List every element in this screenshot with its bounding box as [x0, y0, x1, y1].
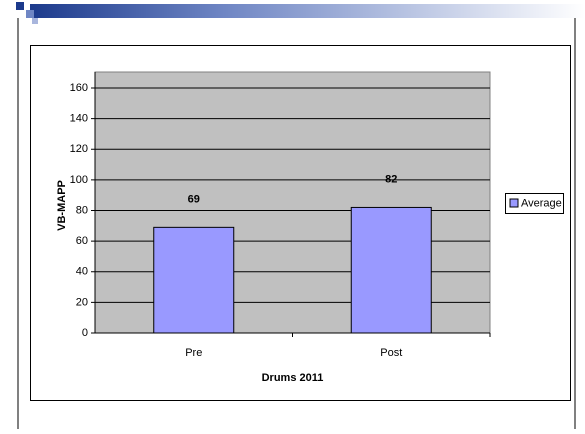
legend: [505, 193, 564, 214]
header-bar: [30, 4, 585, 18]
x-axis-title: Drums 2011: [262, 372, 324, 384]
data-label: 82: [385, 173, 397, 185]
y-tick-label: 80: [76, 204, 88, 216]
header-square: [32, 18, 38, 24]
y-tick-label: 160: [70, 82, 88, 94]
y-tick-label: 20: [76, 296, 88, 308]
legend-swatch: [509, 198, 519, 208]
y-tick-label: 100: [70, 174, 88, 186]
x-tick-label: Post: [380, 347, 402, 359]
bar: [153, 226, 235, 334]
chart: 0 20 40 60 80 100 120 140 160 Pre Post 69 82 Drums 20…: [56, 71, 564, 384]
y-axis-title: VB-MAPP: [56, 180, 68, 231]
y-tick-label: 60: [76, 235, 88, 247]
header-square: [16, 2, 24, 10]
y-tick-label: 140: [70, 113, 88, 125]
y-tick-label: 0: [82, 327, 88, 339]
bar: [350, 206, 432, 334]
header-square: [26, 10, 34, 18]
y-tick-label: 120: [70, 143, 88, 155]
y-tick-label: 40: [76, 266, 88, 278]
legend-label: Average: [521, 197, 562, 209]
data-label: 69: [188, 193, 200, 205]
x-tick-label: Pre: [185, 347, 202, 359]
